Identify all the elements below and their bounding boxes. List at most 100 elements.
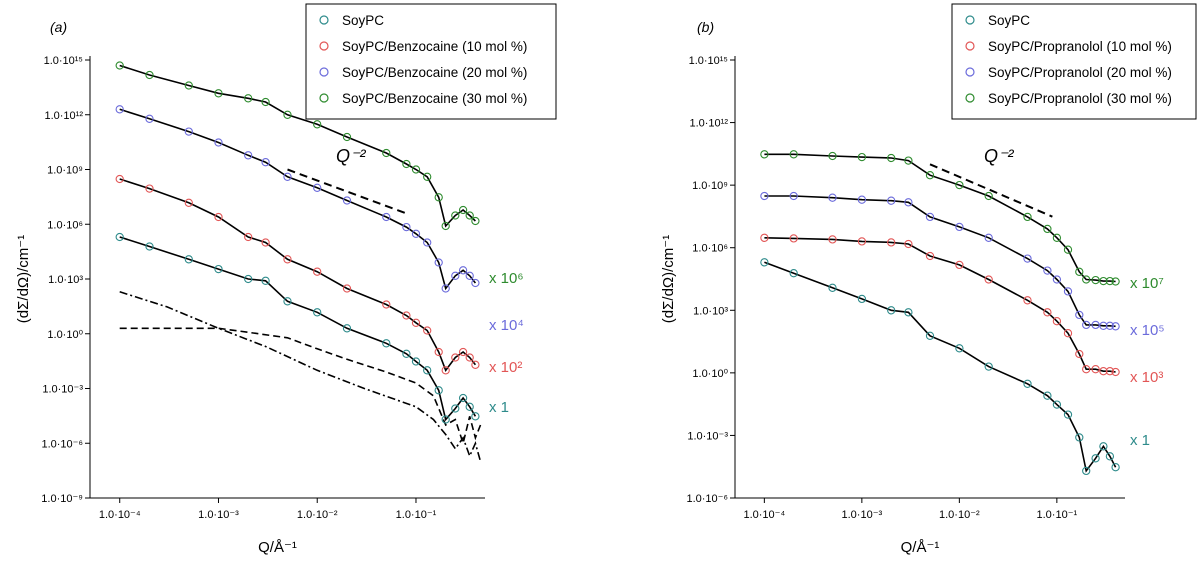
y-tick-label: 1.0·10⁻⁶ <box>41 438 83 450</box>
data-point <box>1023 212 1032 222</box>
data-point <box>1111 367 1120 377</box>
data-point <box>402 349 411 358</box>
data-point <box>434 347 443 357</box>
data-point <box>789 234 798 243</box>
data-point <box>857 294 867 304</box>
x-tick-label: 1.0·10⁻³ <box>842 509 883 521</box>
data-point <box>887 306 896 315</box>
data-point <box>342 284 352 293</box>
data-point <box>828 235 837 244</box>
data-point <box>1099 442 1108 451</box>
fit-line <box>764 237 1116 373</box>
data-point <box>458 393 468 403</box>
data-point <box>1082 466 1091 476</box>
multiplier-label: x 10⁷ <box>1130 275 1164 292</box>
fit-line <box>119 108 477 291</box>
panel-a: 1.0·10⁻⁹ 1.0·10⁻⁶ 1.0·10⁻³ 1.0·10⁰ 1.0·10³ 1.… <box>15 3 557 556</box>
legend-entry: SoyPC <box>342 13 384 28</box>
data-point <box>1091 275 1100 285</box>
data-point <box>1052 233 1062 242</box>
fit-line <box>764 195 1116 328</box>
data-point <box>382 339 391 348</box>
data-point <box>984 275 993 284</box>
data-point <box>145 184 154 193</box>
legend-box <box>305 3 557 120</box>
y-tick-label: 1.0·10¹⁵ <box>689 55 728 67</box>
data-point <box>214 89 223 98</box>
data-point <box>1099 367 1108 376</box>
data-point <box>789 269 798 278</box>
data-point <box>471 216 480 226</box>
data-point <box>955 180 964 190</box>
data-point <box>1052 400 1062 409</box>
legend-marker <box>319 41 329 51</box>
data-point <box>857 152 867 162</box>
data-point <box>313 183 322 192</box>
data-point <box>984 191 993 201</box>
data-point <box>1099 321 1108 330</box>
dashed-model-line <box>119 327 482 447</box>
legend-marker <box>965 41 975 51</box>
x-axis-label: Q/Å⁻¹ <box>901 539 940 556</box>
legend-marker <box>319 93 329 103</box>
data-point <box>1043 308 1052 317</box>
fit-line <box>119 178 477 372</box>
x-tick-label: 1.0·10⁻¹ <box>1037 509 1078 521</box>
data-point <box>184 127 193 136</box>
data-point <box>789 191 798 201</box>
data-point <box>1105 321 1115 330</box>
data-point <box>1075 310 1084 320</box>
data-point <box>1111 463 1120 472</box>
dashdot-model-line <box>119 291 482 462</box>
data-point <box>1063 287 1073 296</box>
data-point <box>955 344 964 353</box>
data-point <box>1023 296 1032 305</box>
y-tick-label: 1.0·10⁶ <box>47 219 83 231</box>
data-point <box>145 70 154 80</box>
data-point <box>423 238 432 247</box>
y-tick-label: 1.0·10⁻³ <box>687 430 728 442</box>
data-point <box>184 255 193 264</box>
data-point <box>451 353 460 362</box>
data-point <box>451 211 460 220</box>
data-point <box>441 221 450 231</box>
data-point <box>261 238 270 247</box>
legend-entry: SoyPC/Propranolol (10 mol %) <box>988 39 1172 54</box>
data-point <box>828 193 837 202</box>
y-tick-label: 1.0·10¹² <box>44 110 83 122</box>
multiplier-label: x 1 <box>1130 432 1150 449</box>
legend-entry: SoyPC/Propranolol (20 mol %) <box>988 65 1172 80</box>
y-tick-label: 1.0·10⁹ <box>692 180 728 192</box>
data-point <box>1111 322 1120 331</box>
data-point <box>1063 329 1073 338</box>
data-point <box>214 264 223 274</box>
data-point <box>1105 367 1115 376</box>
data-point <box>984 362 993 371</box>
data-point <box>904 198 913 207</box>
data-point <box>1023 254 1032 263</box>
y-tick-label: 1.0·10³ <box>693 305 728 317</box>
data-point <box>342 132 352 142</box>
data-point <box>1063 410 1073 419</box>
data-point <box>887 196 896 205</box>
data-point <box>955 260 964 270</box>
y-axis-label: (dΣ/dΩ)/cm⁻¹ <box>660 235 677 323</box>
panel-label: (b) <box>697 19 714 35</box>
x-axis-label: Q/Å⁻¹ <box>258 539 297 556</box>
data-point <box>925 251 935 261</box>
fit-line <box>119 64 476 228</box>
data-point <box>471 278 480 288</box>
y-tick-label: 1.0·10¹⁵ <box>44 55 83 67</box>
data-point <box>411 229 421 238</box>
data-point <box>313 267 322 276</box>
data-point <box>904 156 913 165</box>
data-point <box>1082 275 1091 284</box>
data-point <box>465 402 474 411</box>
data-point <box>1105 276 1115 286</box>
data-point <box>434 386 443 395</box>
data-point <box>1091 365 1100 374</box>
data-point <box>1063 245 1073 254</box>
legend-entry: SoyPC/Benzocaine (30 mol %) <box>342 91 527 106</box>
slope-reference-line <box>929 163 1053 218</box>
data-point <box>184 198 193 207</box>
